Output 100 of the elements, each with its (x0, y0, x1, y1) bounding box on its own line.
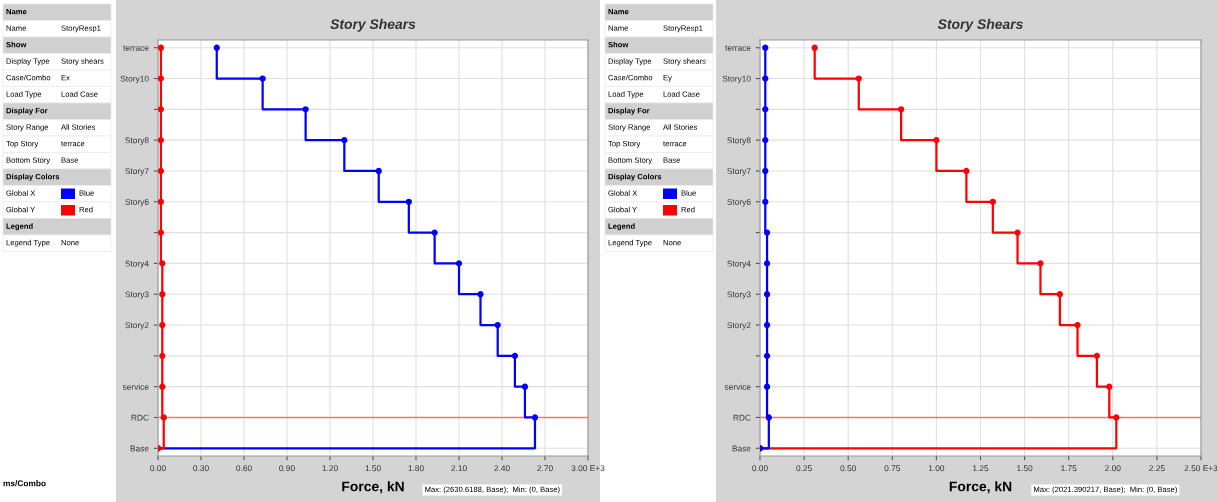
x-axis-title: Force, kN (342, 481, 404, 494)
point (160, 414, 167, 421)
point (159, 383, 166, 390)
y-tick-label: Story2 (125, 322, 149, 330)
point (855, 75, 862, 82)
point (763, 291, 771, 298)
point (158, 198, 164, 205)
point (158, 137, 164, 144)
point (763, 383, 771, 390)
point (158, 229, 164, 236)
point (158, 75, 164, 82)
point (763, 321, 771, 329)
x-tick-label: 1.00 (928, 465, 945, 472)
y-tick-label: Story8 (727, 137, 751, 145)
point (158, 106, 164, 113)
x-tick-label: 1.25 (973, 465, 989, 472)
x-tick-label: 0.00 (150, 465, 166, 472)
point (989, 198, 996, 205)
x-tick-label: 0.00 (752, 465, 768, 472)
y-tick-label: Story10 (722, 75, 751, 84)
point (811, 44, 818, 51)
point (1093, 352, 1101, 359)
point (158, 44, 164, 51)
point (477, 291, 484, 298)
point (375, 167, 382, 175)
point (159, 291, 166, 298)
x-tick-label: 1.20 (322, 465, 338, 472)
y-tick-label: Story3 (125, 291, 149, 299)
point (762, 44, 769, 51)
point (1014, 229, 1021, 236)
point (431, 229, 438, 236)
x-tick-label: 2.50 E+3 (1184, 465, 1217, 472)
point (158, 167, 164, 175)
y-tick-label: Story3 (727, 291, 751, 299)
y-tick-label: Base (732, 445, 751, 452)
x-tick-label: 1.50 (1017, 465, 1033, 472)
x-tick-label: 0.90 (279, 465, 295, 472)
point (1056, 291, 1064, 298)
point (763, 352, 771, 359)
y-tick-label: Story10 (120, 75, 149, 84)
point (897, 106, 905, 113)
point (302, 106, 309, 113)
point (762, 137, 769, 144)
point (1113, 414, 1120, 421)
x-tick-label: 0.75 (884, 465, 901, 472)
y-tick-label: RDC (733, 414, 751, 421)
point (933, 137, 940, 144)
y-tick-label: terrace (123, 45, 149, 51)
x-axis-title: Force, kN (949, 481, 1012, 494)
point (762, 198, 769, 205)
chart-title: Story Shears (330, 18, 416, 32)
point (494, 321, 501, 329)
point (531, 414, 539, 421)
y-tick-label: Story6 (125, 198, 149, 207)
y-tick-label: Story4 (125, 260, 149, 269)
x-tick-label: 0.60 (236, 465, 252, 472)
text: ms/Combo (3, 480, 46, 487)
point (159, 321, 166, 329)
point (521, 383, 529, 390)
point (763, 260, 771, 267)
y-tick-label: Story7 (125, 168, 149, 176)
x-tick-label: 1.80 (408, 465, 424, 472)
point (405, 198, 412, 205)
y-tick-label: Story4 (727, 260, 751, 269)
y-tick-label: Story7 (727, 168, 751, 176)
point (511, 352, 519, 359)
x-tick-label: 2.70 (537, 465, 553, 472)
y-tick-label: terrace (725, 45, 751, 51)
chart-title: Story Shears (937, 18, 1023, 32)
x-tick-label: 2.10 (451, 465, 467, 472)
point (762, 167, 769, 175)
x-tick-label: 0.25 (796, 465, 812, 472)
x-tick-label: 2.40 (494, 465, 510, 472)
point (1074, 321, 1081, 329)
point (341, 137, 348, 144)
point (763, 229, 771, 236)
y-tick-label: Story2 (727, 322, 751, 330)
y-tick-label: RDC (131, 414, 149, 421)
y-tick-label: service (122, 383, 149, 390)
y-tick-label: service (724, 383, 751, 390)
x-tick-label: 1.75 (1061, 465, 1077, 472)
point (1037, 260, 1044, 267)
y-tick-label: Base (130, 445, 149, 452)
x-tick-label: 0.30 (193, 465, 209, 472)
point (455, 260, 463, 267)
point (159, 260, 166, 267)
point (963, 167, 970, 175)
x-tick-label: 2.00 (1105, 465, 1121, 472)
point (259, 75, 266, 82)
x-tick-label: 1.50 (365, 465, 381, 472)
y-tick-label: Story6 (727, 198, 751, 207)
y-tick-label: Story8 (125, 137, 149, 145)
point (765, 414, 772, 421)
x-tick-label: 0.50 (840, 465, 856, 472)
point (762, 75, 769, 82)
point (1106, 383, 1113, 390)
point (762, 106, 769, 113)
x-tick-label: 2.25 (1149, 465, 1165, 472)
point (213, 44, 220, 51)
point (159, 352, 166, 359)
